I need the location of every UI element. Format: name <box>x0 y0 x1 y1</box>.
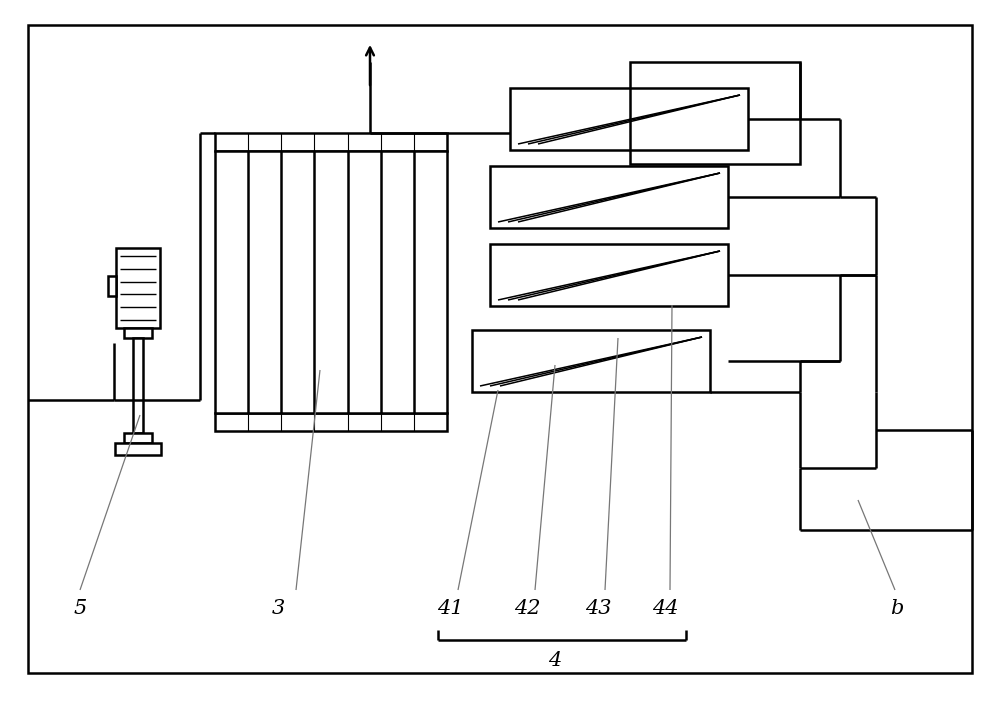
Bar <box>108 276 116 296</box>
Bar <box>124 433 152 443</box>
Text: 43: 43 <box>585 599 611 617</box>
Text: 44: 44 <box>652 599 678 617</box>
Text: 3: 3 <box>271 599 285 617</box>
Text: 41: 41 <box>437 599 463 617</box>
Bar <box>124 328 152 338</box>
Bar <box>490 244 728 306</box>
Bar <box>116 248 160 328</box>
Bar <box>510 88 748 150</box>
Bar <box>472 330 710 392</box>
Bar <box>490 166 728 228</box>
Text: 42: 42 <box>514 599 540 617</box>
Bar <box>215 151 447 413</box>
Bar <box>630 62 800 164</box>
Bar <box>215 133 447 151</box>
Text: 5: 5 <box>73 599 87 617</box>
Bar <box>215 413 447 431</box>
Bar <box>133 338 143 433</box>
Text: 4: 4 <box>548 650 562 670</box>
Bar <box>115 443 161 455</box>
Text: b: b <box>890 599 904 617</box>
